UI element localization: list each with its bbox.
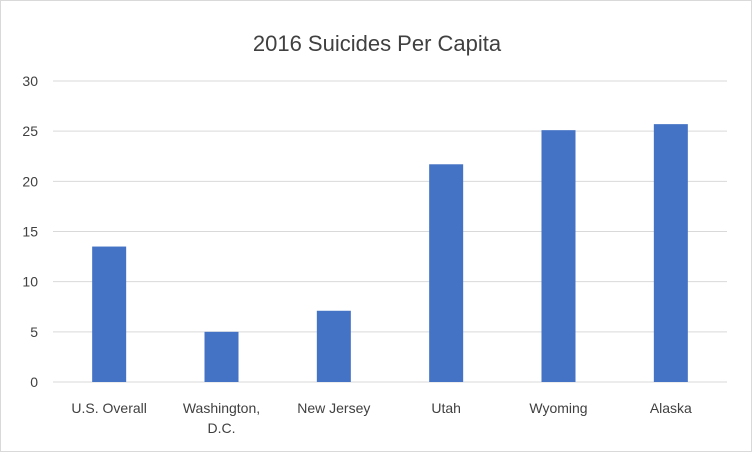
x-tick-label-line: Washington,	[183, 400, 260, 416]
x-tick-label: New Jersey	[297, 400, 370, 416]
y-axis-ticks: 0 5 10 15 20 25 30	[22, 73, 38, 390]
x-axis-labels: U.S. Overall Washington, D.C. New Jersey Uta…	[71, 400, 692, 436]
x-tick-label: Wyoming	[529, 400, 587, 416]
x-tick-label: Washington, D.C.	[183, 400, 260, 436]
x-tick-label: Alaska	[650, 400, 692, 416]
x-tick-label-line: Utah	[431, 400, 461, 416]
y-tick-label: 25	[22, 123, 38, 139]
bar	[541, 130, 576, 382]
y-tick-label: 5	[30, 324, 38, 340]
y-tick-label: 20	[22, 173, 38, 189]
bar	[429, 164, 464, 382]
x-tick-label: U.S. Overall	[71, 400, 146, 416]
bar	[316, 310, 351, 382]
bar	[204, 331, 239, 382]
x-tick-label-line: Wyoming	[529, 400, 587, 416]
x-tick-label-line: D.C.	[208, 420, 236, 436]
bars	[92, 124, 688, 382]
y-tick-label: 10	[22, 274, 38, 290]
y-tick-label: 30	[22, 73, 38, 89]
x-tick-label-line: U.S. Overall	[71, 400, 146, 416]
x-tick-label-line: Alaska	[650, 400, 692, 416]
y-tick-label: 15	[22, 224, 38, 240]
bar	[653, 124, 688, 382]
gridlines	[53, 80, 727, 383]
bar	[92, 246, 127, 382]
x-tick-label: Utah	[431, 400, 461, 416]
y-tick-label: 0	[30, 374, 38, 390]
chart-title: 2016 Suicides Per Capita	[253, 31, 502, 56]
x-tick-label-line: New Jersey	[297, 400, 370, 416]
